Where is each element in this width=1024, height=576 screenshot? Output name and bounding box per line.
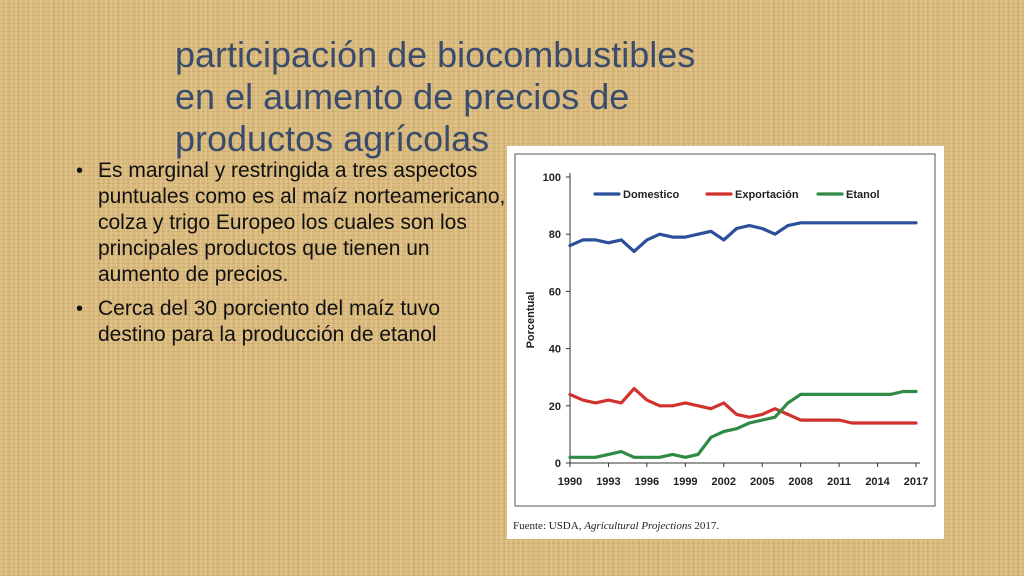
series-line-domestico <box>568 221 918 254</box>
line-chart: 0 20 40 60 80 100 1990 1993 1996 1999 2002 2005 2008… <box>514 153 936 507</box>
legend-label: Domestico <box>623 189 680 201</box>
bullet-list: Es marginal y restringida a tres aspecto… <box>76 158 506 356</box>
x-tick-label: 1999 <box>673 476 697 488</box>
y-tick-label: 80 <box>549 229 561 241</box>
x-tick-label: 1990 <box>558 476 582 488</box>
x-tick-label: 2017 <box>904 476 928 488</box>
legend-label: Etanol <box>846 189 880 201</box>
bullet-item: Cerca del 30 porciento del maíz tuvo des… <box>76 296 506 348</box>
x-tick-label: 2002 <box>712 476 736 488</box>
y-tick-label: 100 <box>543 172 561 184</box>
slide-title-line: en el aumento de precios de <box>175 76 630 117</box>
source-italic: Agricultural Projections <box>584 520 692 532</box>
y-axis-label: Porcentual <box>525 292 537 349</box>
x-tick-label: 1993 <box>596 476 620 488</box>
y-tick-label: 20 <box>549 401 561 413</box>
chart-card: 0 20 40 60 80 100 1990 1993 1996 1999 2002 2005 2008… <box>507 146 944 539</box>
source-suffix: 2017. <box>691 520 720 532</box>
source-note: Fuente: USDA, Agricultural Projections 2… <box>513 520 719 532</box>
y-tick-label: 0 <box>555 458 561 470</box>
plot-frame <box>514 153 936 507</box>
slide-title-line: productos agrícolas <box>175 118 490 159</box>
legend-label: Exportación <box>735 189 799 201</box>
series-line-etanol <box>568 389 918 459</box>
x-tick-label: 2008 <box>788 476 812 488</box>
y-tick-label: 60 <box>549 286 561 298</box>
bullet-item: Es marginal y restringida a tres aspecto… <box>76 158 506 288</box>
source-prefix: Fuente: USDA, <box>513 520 585 532</box>
series-line-exportación <box>568 387 918 425</box>
slide-title-line: participación de biocombustibles <box>175 34 696 75</box>
x-tick-label: 2005 <box>750 476 774 488</box>
x-tick-label: 2014 <box>865 476 890 488</box>
x-tick-label: 1996 <box>635 476 659 488</box>
y-tick-label: 40 <box>549 344 561 356</box>
x-tick-label: 2011 <box>827 476 851 488</box>
slide-title: participación de biocombustibles en el a… <box>175 34 775 160</box>
